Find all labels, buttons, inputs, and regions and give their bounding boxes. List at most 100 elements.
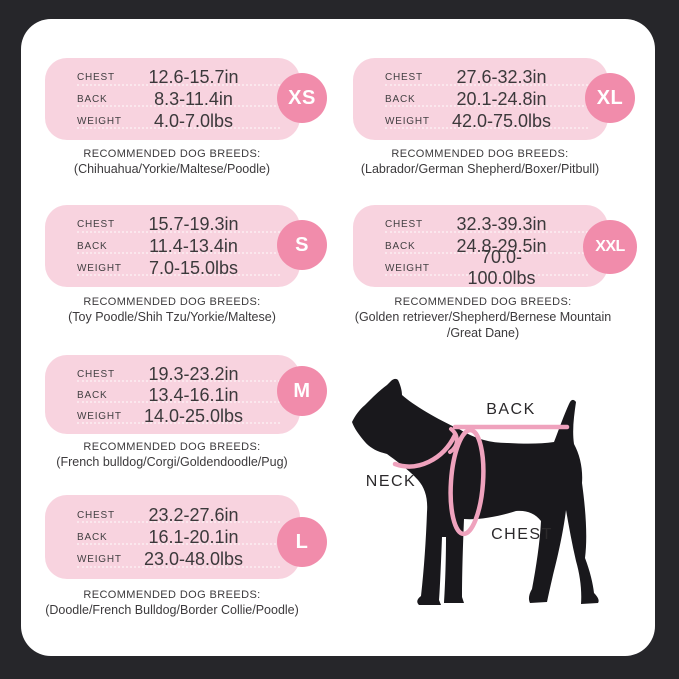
dotted-leader [77, 543, 280, 546]
back-value: 20.1-24.8in [456, 89, 547, 109]
dotted-leader [385, 274, 588, 276]
dotted-leader [385, 230, 588, 233]
dog-silhouette-icon [352, 378, 599, 605]
breeds-list-line1: (Golden retriever/Shepherd/Bernese Mount… [354, 310, 612, 324]
weight-value: 7.0-15.0lbs [148, 257, 239, 278]
size-badge-m: M [277, 366, 327, 416]
breeds-xxl: RECOMMENDED DOG BREEDS: (Golden retrieve… [318, 296, 648, 341]
weight-row: WEIGHT 42.0-75.0lbs [385, 110, 594, 132]
back-label: BACK [77, 390, 108, 401]
chest-value: 15.7-19.3in [148, 214, 239, 235]
chest-label: CHEST [77, 72, 115, 84]
weight-label: WEIGHT [77, 554, 122, 566]
recommended-header: RECOMMENDED DOG BREEDS: [83, 589, 261, 601]
chest-strap-loop [448, 427, 486, 537]
diagram-back-label: BACK [486, 401, 536, 418]
back-label: BACK [385, 240, 416, 252]
weight-row: WEIGHT 14.0-25.0lbs [77, 406, 286, 427]
dotted-leader [77, 401, 280, 403]
breeds-xs: RECOMMENDED DOG BREEDS: (Chihuahua/Yorki… [12, 148, 332, 178]
chest-label: CHEST [385, 72, 423, 84]
back-row: BACK 16.1-20.1in [77, 526, 286, 548]
chest-row: CHEST 27.6-32.3in [385, 67, 594, 89]
recommended-header: RECOMMENDED DOG BREEDS: [83, 296, 261, 308]
chest-label: CHEST [77, 219, 115, 231]
dotted-leader [385, 252, 588, 254]
breeds-m: RECOMMENDED DOG BREEDS: (French bulldog/… [12, 441, 332, 471]
dotted-leader [77, 380, 280, 382]
dotted-leader [385, 127, 588, 130]
weight-value: 23.0-48.0lbs [143, 549, 244, 570]
dotted-leader [77, 565, 280, 568]
weight-value: 42.0-75.0lbs [451, 110, 552, 131]
back-row: BACK 8.3-11.4in [77, 89, 286, 111]
breeds-list-line2: /Great Dane) [446, 325, 520, 340]
weight-label: WEIGHT [77, 262, 122, 274]
dog-body-shape [352, 378, 599, 605]
chest-row: CHEST 19.3-23.2in [77, 364, 286, 385]
weight-label: WEIGHT [77, 411, 122, 422]
weight-row: WEIGHT 7.0-15.0lbs [77, 257, 286, 279]
back-row: BACK 20.1-24.8in [385, 89, 594, 111]
dotted-leader [385, 105, 588, 108]
size-badge-xl: XL [585, 73, 635, 123]
back-label: BACK [77, 241, 108, 252]
dotted-leader [77, 252, 280, 255]
size-card-m: CHEST 19.3-23.2in BACK 13.4-16.1in WEIGH… [45, 355, 300, 434]
chest-value: 19.3-23.2in [148, 364, 239, 384]
weight-label: WEIGHT [77, 115, 122, 127]
chest-value: 12.6-15.7in [148, 67, 239, 88]
breeds-list: (French bulldog/Corgi/Goldendoodle/Pug) [56, 455, 288, 469]
weight-row: WEIGHT 70.0-100.0lbs [385, 247, 594, 288]
size-badge-l: L [277, 517, 327, 567]
chest-row: CHEST 23.2-27.6in [77, 504, 286, 526]
breeds-list: (Chihuahua/Yorkie/Maltese/Poodle) [73, 162, 271, 176]
chest-value: 32.3-39.3in [456, 214, 547, 235]
dotted-leader [385, 83, 588, 86]
chest-label: CHEST [385, 219, 423, 231]
breeds-list: (Toy Poodle/Shih Tzu/Yorkie/Maltese) [68, 310, 276, 324]
recommended-header: RECOMMENDED DOG BREEDS: [83, 441, 261, 453]
recommended-header: RECOMMENDED DOG BREEDS: [394, 296, 572, 308]
strap-curl-line [448, 427, 459, 454]
back-value: 13.4-16.1in [148, 385, 239, 405]
dotted-leader [77, 422, 280, 424]
size-chart-sheet: CHEST 12.6-15.7in BACK 8.3-11.4in WEIGHT… [21, 19, 655, 656]
back-label: BACK [77, 94, 108, 105]
back-label: BACK [77, 531, 108, 543]
size-card-xxl: CHEST 32.3-39.3in BACK 24.8-29.5in WEIGH… [353, 205, 608, 288]
chest-row: CHEST 15.7-19.3in [77, 214, 286, 236]
dotted-leader [77, 127, 280, 130]
size-card-s: CHEST 15.7-19.3in BACK 11.4-13.4in WEIGH… [45, 205, 300, 287]
weight-row: WEIGHT 4.0-7.0lbs [77, 110, 286, 132]
recommended-header: RECOMMENDED DOG BREEDS: [83, 148, 261, 160]
back-value: 11.4-13.4in [149, 236, 238, 256]
dotted-leader [77, 521, 280, 524]
size-card-xs: CHEST 12.6-15.7in BACK 8.3-11.4in WEIGHT… [45, 58, 300, 140]
back-row: BACK 13.4-16.1in [77, 385, 286, 406]
weight-value: 4.0-7.0lbs [153, 110, 234, 131]
weight-value: 14.0-25.0lbs [143, 406, 244, 426]
back-value: 24.8-29.5in [456, 235, 547, 256]
weight-label: WEIGHT [385, 115, 430, 127]
breeds-s: RECOMMENDED DOG BREEDS: (Toy Poodle/Shih… [12, 296, 332, 326]
chest-value: 27.6-32.3in [456, 67, 547, 88]
dog-measurement-diagram: BACK NECK CHEST [345, 372, 615, 617]
breeds-list: (Labrador/German Shepherd/Boxer/Pitbull) [360, 162, 600, 176]
recommended-header: RECOMMENDED DOG BREEDS: [391, 148, 569, 160]
back-value: 16.1-20.1in [148, 526, 239, 547]
diagram-neck-label: NECK [365, 473, 417, 490]
breeds-l: RECOMMENDED DOG BREEDS: (Doodle/French B… [12, 589, 332, 619]
back-row: BACK 11.4-13.4in [77, 236, 286, 258]
chest-row: CHEST 32.3-39.3in [385, 214, 594, 236]
weight-row: WEIGHT 23.0-48.0lbs [77, 549, 286, 571]
weight-label: WEIGHT [385, 262, 430, 274]
back-value: 8.3-11.4in [154, 89, 233, 109]
back-row: BACK 24.8-29.5in [385, 236, 594, 258]
chest-label: CHEST [77, 369, 115, 380]
weight-value: 70.0-100.0lbs [467, 247, 536, 288]
dotted-leader [77, 274, 280, 277]
chest-value: 23.2-27.6in [148, 504, 239, 525]
chest-row: CHEST 12.6-15.7in [77, 67, 286, 89]
size-badge-xs: XS [277, 73, 327, 123]
